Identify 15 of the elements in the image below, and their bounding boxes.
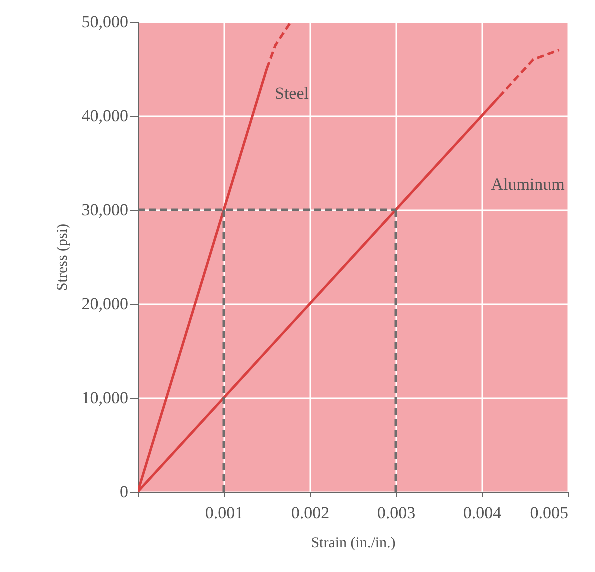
- x-tick-label: 0.001: [205, 504, 244, 522]
- x-tick-label: 0.005: [530, 504, 568, 522]
- y-tick-label: 20,000: [82, 294, 128, 314]
- x-axis-title: Strain (in./in.): [311, 536, 396, 552]
- y-tick-label: 30,000: [82, 200, 128, 220]
- x-tick-label: 0.003: [377, 504, 416, 522]
- y-tick-label: 50,000: [82, 12, 128, 32]
- series-label: Steel: [275, 84, 310, 103]
- y-axis-title: Stress (psi): [54, 224, 71, 292]
- y-tick-label: 40,000: [82, 106, 128, 126]
- x-tick-label: 0.002: [291, 504, 330, 522]
- y-tick-label: 0: [120, 482, 128, 502]
- text: Aluminum: [491, 175, 565, 194]
- x-tick-label: 0.004: [463, 504, 502, 522]
- y-tick-label: 10,000: [82, 388, 128, 408]
